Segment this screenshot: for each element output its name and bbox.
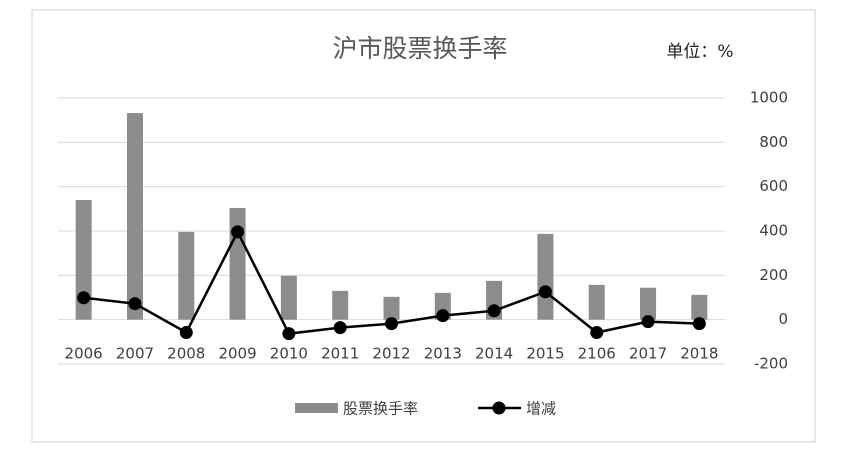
bar [75, 199, 92, 320]
x-tick-label: 2018 [680, 345, 718, 363]
line-marker [333, 321, 347, 335]
line-marker [590, 326, 604, 340]
bar [126, 113, 143, 320]
line-marker [385, 317, 398, 331]
bar [537, 233, 554, 320]
bar [229, 207, 246, 320]
bar [383, 296, 400, 320]
chart-border [31, 9, 816, 443]
y-tick-label: 600 [759, 177, 788, 195]
legend-label: 股票换手率 [343, 400, 418, 418]
x-tick-label: 2012 [372, 345, 410, 363]
line-marker [128, 297, 142, 311]
line-marker [77, 291, 91, 305]
x-tick-label: 2009 [218, 345, 256, 363]
legend-label: 增减 [526, 400, 556, 418]
y-tick-label: 200 [759, 266, 788, 284]
x-tick-label: 2010 [270, 345, 308, 363]
y-tick-label: 800 [759, 133, 788, 151]
chart-title: 沪市股票换手率 [332, 34, 507, 63]
line-marker [538, 285, 552, 299]
bar [332, 290, 349, 320]
y-tick-label: 1000 [750, 89, 788, 107]
line-marker [179, 326, 193, 340]
line-marker [692, 317, 706, 331]
bar [691, 294, 708, 320]
x-tick-label: 2106 [578, 345, 616, 363]
x-tick-label: 2006 [65, 345, 103, 363]
x-tick-label: 2007 [116, 345, 154, 363]
legend-swatch [295, 403, 338, 413]
x-tick-label: 2015 [526, 345, 564, 363]
line-marker [487, 304, 501, 318]
x-tick-label: 2017 [629, 345, 667, 363]
bar [280, 275, 297, 320]
legend-swatch-marker [492, 401, 506, 415]
x-tick-label: 2011 [321, 345, 359, 363]
line-marker [282, 327, 296, 341]
line-marker [231, 225, 245, 239]
y-tick-label: -200 [754, 355, 788, 373]
y-tick-label: 400 [759, 222, 788, 240]
x-tick-label: 2013 [424, 345, 462, 363]
bar [178, 231, 195, 320]
unit-annotation: 单位：% [666, 42, 733, 62]
x-tick-label: 2014 [475, 345, 513, 363]
bar [588, 284, 605, 320]
bar [640, 287, 657, 320]
y-tick-label: 0 [778, 310, 788, 328]
x-tick-label: 2008 [167, 345, 205, 363]
line-marker [641, 315, 655, 329]
line-marker [436, 309, 450, 323]
